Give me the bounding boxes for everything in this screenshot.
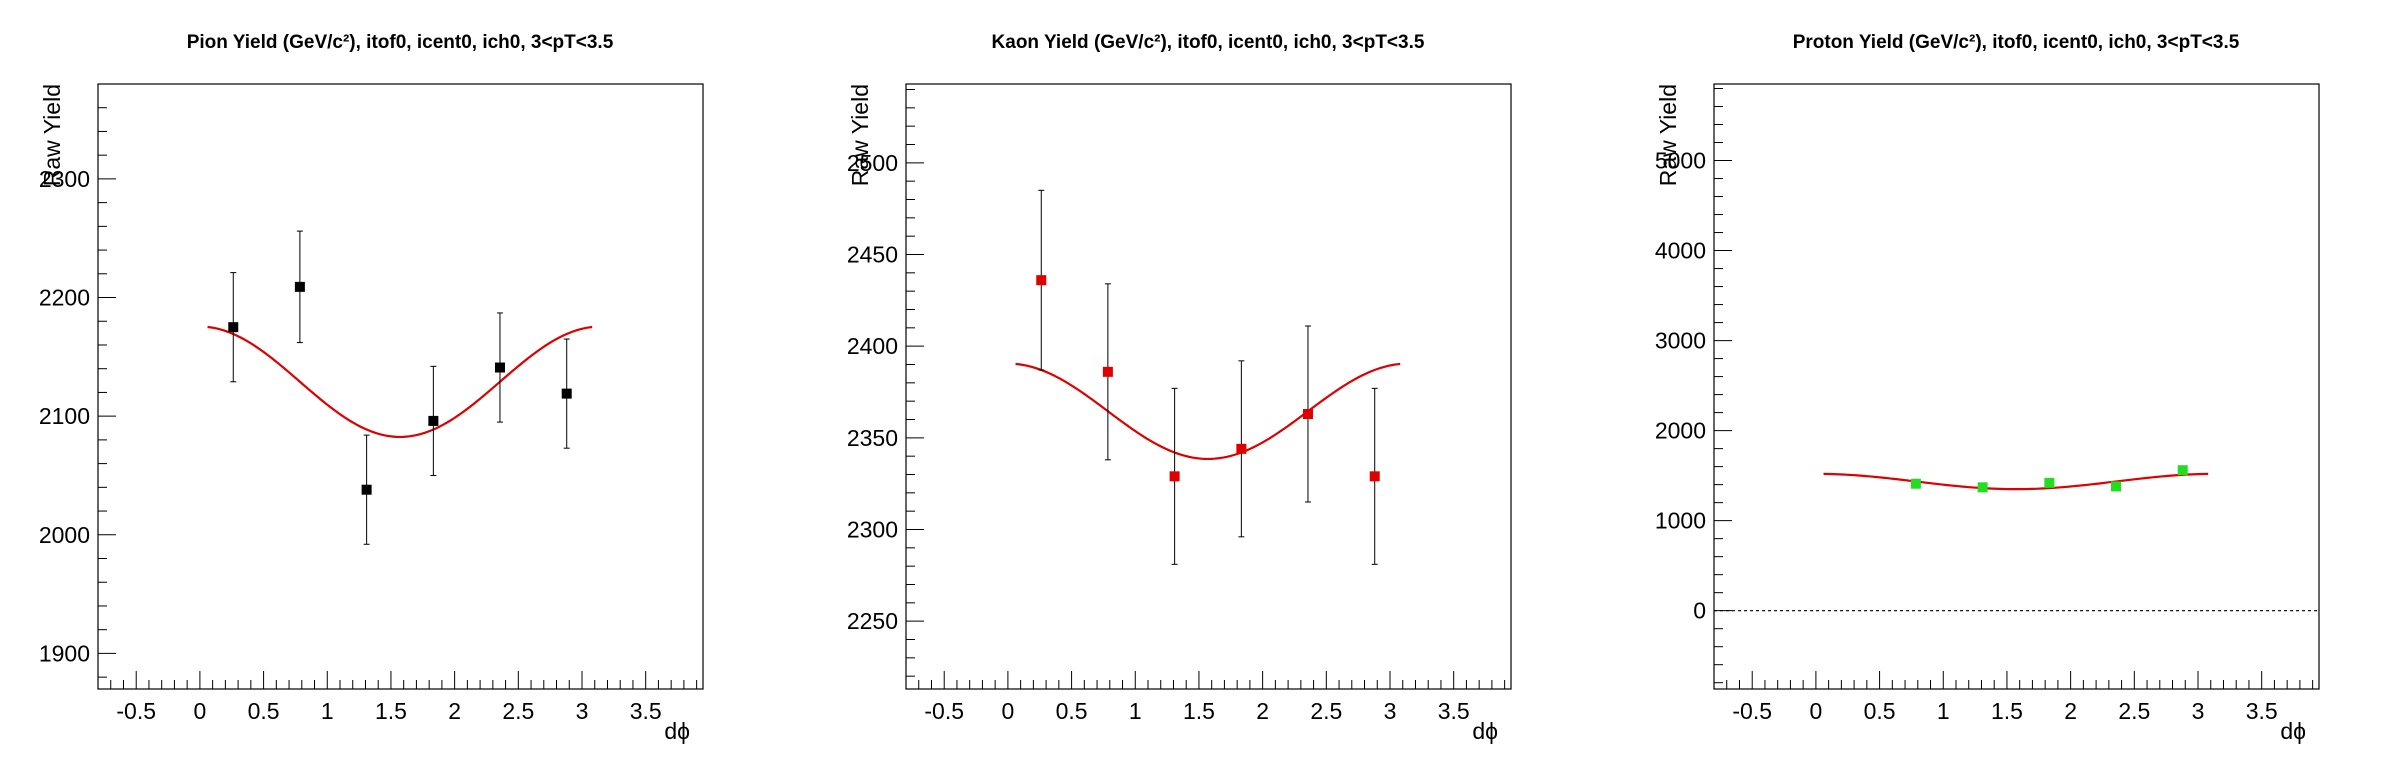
x-tick-label: 3.5 — [2246, 698, 2278, 724]
x-tick-label: 0 — [193, 698, 206, 724]
x-tick-label: 3.5 — [630, 698, 662, 724]
data-point — [294, 281, 305, 292]
x-tick-label: 2.5 — [1310, 698, 1342, 724]
data-point — [1977, 482, 1988, 493]
x-tick-label: 3 — [2192, 698, 2205, 724]
x-tick-label: 1 — [1129, 698, 1142, 724]
y-tick-label: 5000 — [1655, 148, 1706, 174]
y-tick-label: 2500 — [847, 150, 898, 176]
x-tick-label: -0.5 — [116, 698, 156, 724]
y-tick-label: 4000 — [1655, 238, 1706, 264]
chart-panel-3: Proton Yield (GeV/c²), itof0, icent0, ic… — [1655, 32, 2320, 744]
y-tick-label: 2400 — [847, 333, 898, 359]
x-tick-label: 0.5 — [1056, 698, 1088, 724]
x-tick-label: 1 — [321, 698, 334, 724]
y-axis-label: Raw Yield — [847, 84, 873, 186]
data-point — [1169, 471, 1180, 482]
x-tick-label: -0.5 — [1732, 698, 1772, 724]
data-point — [228, 322, 239, 333]
data-point — [494, 362, 505, 373]
chart-panel-1: Pion Yield (GeV/c²), itof0, icent0, ich0… — [39, 32, 704, 744]
x-tick-label: 0 — [1001, 698, 1014, 724]
y-axis-label: Raw Yield — [39, 84, 65, 186]
y-tick-label: 2200 — [39, 285, 90, 311]
chart-title: Pion Yield (GeV/c²), itof0, icent0, ich0… — [187, 32, 614, 53]
x-axis-label: dϕ — [1472, 718, 1498, 744]
y-axis-label: Raw Yield — [1655, 84, 1681, 186]
x-tick-label: 2 — [448, 698, 461, 724]
plot-frame — [905, 83, 1512, 690]
chart-title: Proton Yield (GeV/c²), itof0, icent0, ic… — [1793, 32, 2240, 53]
data-point — [2177, 465, 2188, 476]
x-tick-label: 3 — [576, 698, 589, 724]
y-tick-label: 2300 — [847, 517, 898, 543]
data-point — [1302, 409, 1313, 419]
y-tick-label: 2250 — [847, 608, 898, 634]
data-point — [561, 388, 572, 399]
fit-curve — [1823, 472, 2209, 491]
x-axis-label: dϕ — [664, 718, 690, 744]
y-tick-label: 2450 — [847, 242, 898, 268]
data-point — [2110, 481, 2121, 492]
data-point — [2044, 477, 2055, 488]
x-tick-label: 1.5 — [375, 698, 407, 724]
plot-frame — [1713, 83, 2320, 690]
y-tick-label: 1000 — [1655, 508, 1706, 534]
x-tick-label: 2 — [1256, 698, 1269, 724]
y-tick-label: 0 — [1693, 598, 1706, 624]
x-tick-label: 2.5 — [2118, 698, 2150, 724]
data-point — [1369, 471, 1380, 482]
x-tick-label: 0 — [1809, 698, 1822, 724]
plot-frame — [97, 83, 704, 690]
data-point — [1036, 275, 1047, 286]
y-tick-label: 2000 — [1655, 418, 1706, 444]
y-tick-label: 2100 — [39, 403, 90, 429]
x-tick-label: 3 — [1384, 698, 1397, 724]
x-tick-label: 0.5 — [248, 698, 280, 724]
x-tick-label: 3.5 — [1438, 698, 1470, 724]
x-tick-label: 1 — [1937, 698, 1950, 724]
data-point — [1910, 478, 1921, 489]
data-point — [1236, 443, 1247, 454]
y-tick-label: 3000 — [1655, 328, 1706, 354]
x-tick-label: 2.5 — [502, 698, 534, 724]
x-tick-label: 0.5 — [1864, 698, 1896, 724]
y-tick-label: 2300 — [39, 166, 90, 192]
data-point — [1102, 366, 1113, 377]
fit-curve — [1015, 362, 1401, 461]
x-tick-label: 1.5 — [1991, 698, 2023, 724]
x-tick-label: 2 — [2064, 698, 2077, 724]
x-axis-label: dϕ — [2280, 718, 2306, 744]
chart-panel-2: Kaon Yield (GeV/c²), itof0, icent0, ich0… — [847, 32, 1512, 744]
y-tick-label: 2350 — [847, 425, 898, 451]
y-tick-label: 1900 — [39, 640, 90, 666]
chart-title: Kaon Yield (GeV/c²), itof0, icent0, ich0… — [992, 32, 1425, 53]
y-tick-label: 2000 — [39, 522, 90, 548]
data-point — [428, 415, 439, 426]
fit-curve — [207, 325, 593, 439]
x-tick-label: -0.5 — [924, 698, 964, 724]
data-point — [361, 484, 372, 495]
x-tick-label: 1.5 — [1183, 698, 1215, 724]
